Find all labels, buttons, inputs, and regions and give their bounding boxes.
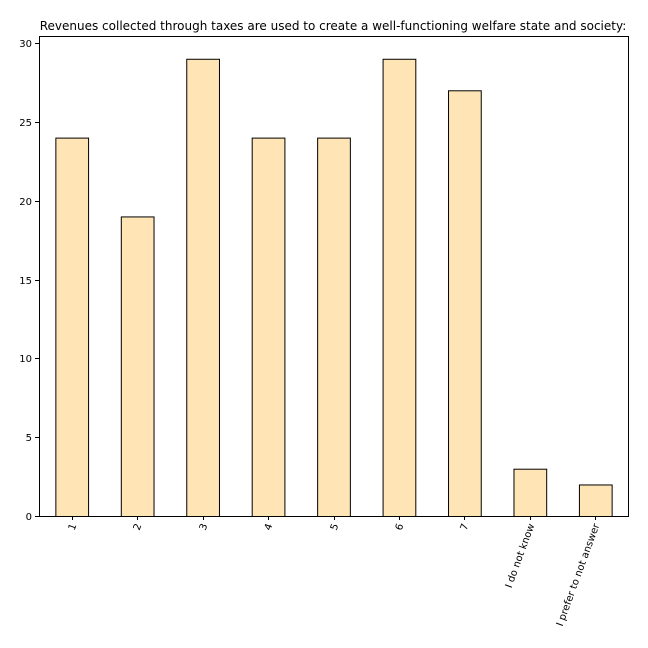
x-tick-label: 4	[263, 522, 276, 532]
bar-5	[317, 137, 351, 517]
chart-title: Revenues collected through taxes are use…	[40, 19, 627, 33]
bar-2	[120, 216, 155, 518]
x-tick-label: 7	[459, 522, 472, 532]
x-tick-label: I do not know	[504, 522, 538, 589]
y-tick-label: 30	[19, 39, 32, 50]
bar-6	[382, 58, 417, 518]
x-axis: 1 2 3 4 5 6 7 I do not know I prefer to not answ…	[67, 516, 603, 628]
y-axis: 0 5 10 15 20 25 30	[19, 39, 39, 523]
y-tick-label: 20	[19, 197, 32, 208]
bar-9	[578, 484, 613, 518]
plot-frame	[39, 36, 629, 517]
y-tick-label: 5	[26, 433, 32, 444]
x-tick-label: 1	[67, 522, 80, 532]
bars	[55, 58, 613, 518]
y-tick-label: 10	[19, 354, 32, 365]
y-tick-label: 15	[19, 276, 32, 287]
x-tick-label: I prefer to not answer	[555, 521, 603, 627]
x-tick-label: 6	[394, 522, 407, 532]
y-tick-label: 25	[19, 118, 32, 129]
y-tick-label: 0	[26, 512, 32, 523]
bar-4	[251, 137, 286, 517]
x-tick-label: 2	[132, 522, 145, 532]
bar-8	[513, 468, 548, 518]
bar-1	[55, 137, 90, 517]
bar-7	[448, 90, 482, 518]
bar-3	[186, 58, 220, 518]
x-tick-label: 5	[329, 522, 342, 532]
x-tick-label: 3	[198, 522, 211, 532]
